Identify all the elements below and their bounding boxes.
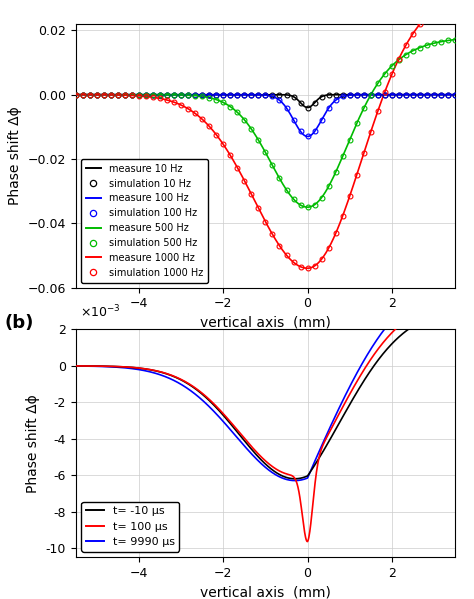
X-axis label: vertical axis  (mm): vertical axis (mm) <box>200 585 331 599</box>
X-axis label: vertical axis  (mm): vertical axis (mm) <box>200 316 331 330</box>
Text: (b): (b) <box>5 314 34 332</box>
Legend: measure 10 Hz, simulation 10 Hz, measure 100 Hz, simulation 100 Hz, measure 500 : measure 10 Hz, simulation 10 Hz, measure… <box>81 159 208 283</box>
Text: $\times10^{-3}$: $\times10^{-3}$ <box>80 304 120 320</box>
Legend: t= -10 μs, t= 100 μs, t= 9990 μs: t= -10 μs, t= 100 μs, t= 9990 μs <box>82 501 179 552</box>
Y-axis label: Phase shift Δϕ: Phase shift Δϕ <box>8 107 22 205</box>
Y-axis label: Phase shift Δϕ: Phase shift Δϕ <box>26 394 40 492</box>
